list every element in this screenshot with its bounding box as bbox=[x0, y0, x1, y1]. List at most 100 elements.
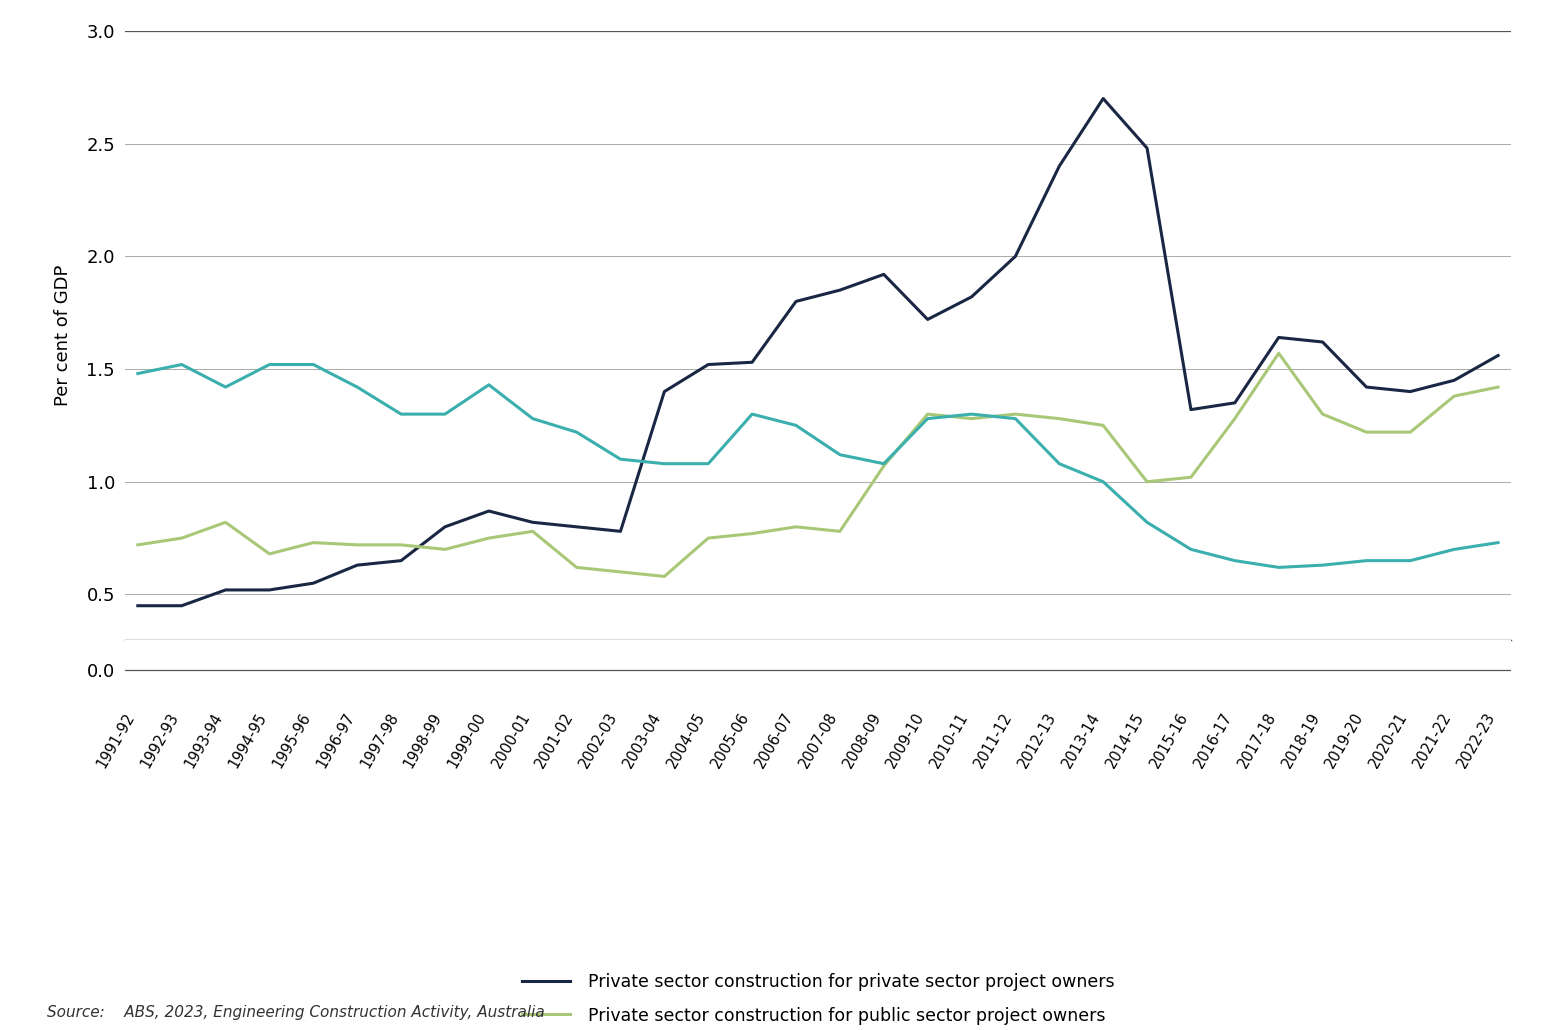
Line: Private sector construction for private sector project owners: Private sector construction for private … bbox=[137, 99, 1499, 606]
Public sector construction bbox=[830, 448, 849, 460]
Private sector construction for public sector project owners bbox=[1006, 408, 1025, 420]
Private sector construction for public sector project owners bbox=[1313, 408, 1332, 420]
Public sector construction bbox=[1181, 543, 1200, 555]
Private sector construction for public sector project owners bbox=[567, 561, 586, 574]
Private sector construction for private sector project owners bbox=[1489, 349, 1508, 362]
Public sector construction bbox=[787, 419, 805, 432]
Private sector construction for private sector project owners bbox=[1313, 336, 1332, 348]
Public sector construction bbox=[523, 412, 542, 424]
Public sector construction bbox=[1226, 554, 1245, 566]
Public sector construction bbox=[700, 457, 718, 470]
Private sector construction for public sector project owners bbox=[1357, 426, 1376, 439]
Legend: Private sector construction for private sector project owners, Private sector co: Private sector construction for private … bbox=[513, 965, 1123, 1030]
Private sector construction for public sector project owners bbox=[347, 539, 366, 551]
Private sector construction for public sector project owners bbox=[1226, 412, 1245, 424]
Public sector construction bbox=[1137, 516, 1156, 528]
Public sector construction bbox=[963, 408, 982, 420]
Public sector construction bbox=[918, 412, 936, 424]
Private sector construction for private sector project owners bbox=[918, 313, 936, 325]
Public sector construction bbox=[1489, 537, 1508, 549]
Public sector construction bbox=[391, 408, 410, 420]
Private sector construction for private sector project owners bbox=[173, 599, 192, 612]
Public sector construction bbox=[567, 426, 586, 439]
Public sector construction bbox=[1094, 476, 1112, 488]
Private sector construction for private sector project owners bbox=[1050, 160, 1069, 172]
Private sector construction for public sector project owners bbox=[128, 539, 146, 551]
Public sector construction bbox=[1050, 457, 1069, 470]
Private sector construction for private sector project owners bbox=[1006, 250, 1025, 263]
Public sector construction bbox=[1270, 561, 1288, 574]
Public sector construction bbox=[874, 457, 893, 470]
Y-axis label: Per cent of GDP: Per cent of GDP bbox=[55, 265, 72, 406]
Private sector construction for public sector project owners bbox=[1094, 419, 1112, 432]
Private sector construction for public sector project owners bbox=[480, 531, 499, 544]
Public sector construction bbox=[480, 379, 499, 391]
Public sector construction bbox=[743, 408, 762, 420]
Private sector construction for private sector project owners bbox=[743, 356, 762, 369]
Private sector construction for private sector project owners bbox=[1401, 385, 1419, 398]
Public sector construction bbox=[611, 453, 629, 466]
Line: Private sector construction for public sector project owners: Private sector construction for public s… bbox=[137, 353, 1499, 577]
Private sector construction for public sector project owners bbox=[260, 548, 279, 560]
Private sector construction for public sector project owners bbox=[1050, 412, 1069, 424]
Public sector construction bbox=[173, 358, 192, 371]
Text: Source:    ABS, 2023, Engineering Construction Activity, Australia: Source: ABS, 2023, Engineering Construct… bbox=[47, 1004, 544, 1020]
Private sector construction for private sector project owners bbox=[963, 290, 982, 303]
Private sector construction for private sector project owners bbox=[523, 516, 542, 528]
Public sector construction bbox=[1401, 554, 1419, 566]
Public sector construction bbox=[260, 358, 279, 371]
Private sector construction for public sector project owners bbox=[1181, 471, 1200, 483]
Private sector construction for private sector project owners bbox=[611, 525, 629, 538]
Private sector construction for public sector project owners bbox=[787, 520, 805, 533]
Private sector construction for private sector project owners bbox=[700, 358, 718, 371]
Private sector construction for public sector project owners bbox=[654, 571, 673, 583]
Private sector construction for private sector project owners bbox=[1357, 381, 1376, 393]
Public sector construction bbox=[1313, 559, 1332, 572]
Public sector construction bbox=[128, 368, 146, 380]
Private sector construction for public sector project owners bbox=[304, 537, 323, 549]
Private sector construction for public sector project owners bbox=[391, 539, 410, 551]
Private sector construction for private sector project owners bbox=[436, 520, 455, 533]
Public sector construction bbox=[654, 457, 673, 470]
Private sector construction for private sector project owners bbox=[1137, 142, 1156, 154]
Private sector construction for private sector project owners bbox=[654, 385, 673, 398]
Private sector construction for private sector project owners bbox=[830, 284, 849, 297]
Private sector construction for private sector project owners bbox=[347, 559, 366, 572]
Public sector construction bbox=[1357, 554, 1376, 566]
Private sector construction for private sector project owners bbox=[260, 584, 279, 596]
Private sector construction for public sector project owners bbox=[523, 525, 542, 538]
Private sector construction for public sector project owners bbox=[1489, 381, 1508, 393]
Private sector construction for public sector project owners bbox=[611, 565, 629, 578]
Private sector construction for private sector project owners bbox=[567, 520, 586, 533]
Private sector construction for private sector project owners bbox=[128, 599, 146, 612]
Private sector construction for private sector project owners bbox=[1226, 397, 1245, 409]
Private sector construction for public sector project owners bbox=[830, 525, 849, 538]
Private sector construction for private sector project owners bbox=[480, 505, 499, 517]
Public sector construction bbox=[217, 381, 235, 393]
Private sector construction for private sector project owners bbox=[304, 577, 323, 589]
Private sector construction for public sector project owners bbox=[918, 408, 936, 420]
Private sector construction for public sector project owners bbox=[874, 459, 893, 472]
Private sector construction for public sector project owners bbox=[700, 531, 718, 544]
Public sector construction bbox=[436, 408, 455, 420]
Private sector construction for private sector project owners bbox=[1270, 332, 1288, 344]
Public sector construction bbox=[1444, 543, 1463, 555]
Public sector construction bbox=[347, 381, 366, 393]
Private sector construction for private sector project owners bbox=[787, 296, 805, 308]
Private sector construction for public sector project owners bbox=[173, 531, 192, 544]
Line: Public sector construction: Public sector construction bbox=[137, 365, 1499, 568]
Private sector construction for private sector project owners bbox=[391, 554, 410, 566]
Private sector construction for private sector project owners bbox=[1094, 93, 1112, 105]
Private sector construction for public sector project owners bbox=[1137, 476, 1156, 488]
Private sector construction for public sector project owners bbox=[743, 527, 762, 540]
Private sector construction for public sector project owners bbox=[963, 412, 982, 424]
Private sector construction for private sector project owners bbox=[1181, 404, 1200, 416]
Private sector construction for public sector project owners bbox=[1444, 390, 1463, 403]
Private sector construction for public sector project owners bbox=[217, 516, 235, 528]
Private sector construction for private sector project owners bbox=[874, 268, 893, 280]
Private sector construction for public sector project owners bbox=[1270, 347, 1288, 359]
Public sector construction bbox=[1006, 412, 1025, 424]
Private sector construction for public sector project owners bbox=[1401, 426, 1419, 439]
Private sector construction for public sector project owners bbox=[436, 543, 455, 555]
Private sector construction for private sector project owners bbox=[1444, 374, 1463, 386]
